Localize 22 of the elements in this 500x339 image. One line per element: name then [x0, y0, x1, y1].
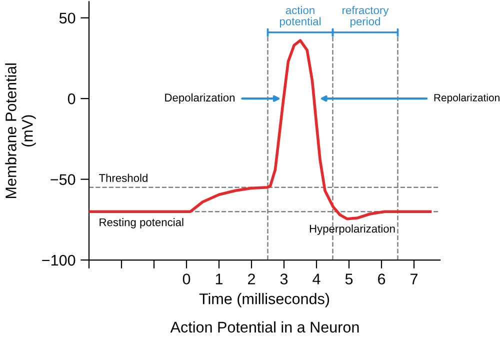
x-tick-label: 0: [182, 274, 190, 284]
x-tick-label: 5: [345, 274, 353, 284]
annotation: Repolarization: [434, 94, 500, 104]
y-tick-label: 50: [59, 12, 76, 24]
x-tick-label: 4: [312, 274, 320, 284]
x-axis-title: Time (milliseconds): [199, 293, 330, 308]
x-tick-label: 6: [378, 274, 386, 284]
annotation: action potential: [280, 6, 321, 28]
y-tick-label: −100: [42, 254, 76, 266]
text: Action Potential in a Neuron: [170, 321, 359, 333]
annotation: Hyperpolarization: [310, 224, 395, 235]
ref-line-label: Threshold: [99, 174, 148, 182]
x-tick-label: 7: [410, 274, 418, 284]
ref-line-label: Resting potencial: [100, 218, 184, 228]
annotation: Depolarization: [165, 93, 235, 104]
annotation: refractory period: [342, 6, 389, 28]
y-tick-label: −50: [50, 174, 76, 185]
x-tick-label: 3: [280, 274, 288, 284]
x-tick-label: 1: [216, 274, 223, 284]
x-tick-label: 2: [248, 274, 255, 284]
y-tick-label: 0: [68, 93, 76, 104]
y-axis-title: Membrane Potential (mV): [5, 64, 36, 198]
